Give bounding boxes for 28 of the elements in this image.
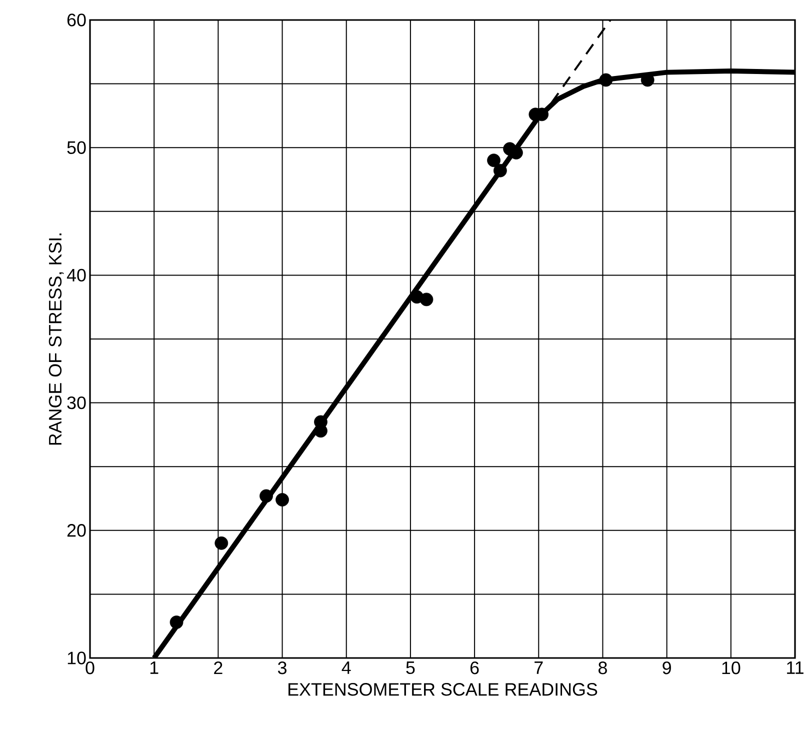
point [493,164,507,178]
y-tick-label: 20 [67,524,86,537]
x-tick-label: 11 [787,662,804,674]
x-tick-label: 0 [86,662,94,674]
x-axis-title: EXTENSOMETER SCALE READINGS [288,683,598,696]
point [599,73,613,87]
y-tick-label: 10 [68,652,86,664]
x-tick-label: 5 [406,662,415,674]
x-tick-label: 10 [722,662,740,674]
point [260,489,273,503]
x-tick-label: 1 [150,662,158,674]
y-tick-label: 60 [67,14,86,26]
x-tick-label: 6 [470,662,479,674]
x-tick-label: 2 [214,662,222,674]
point [487,154,500,168]
x-tick-label: 4 [342,662,351,674]
y-tick-label: 30 [67,396,86,410]
x-tick-label: 3 [278,662,286,674]
point [170,616,184,629]
y-tick-label: 50 [67,141,86,154]
x-tick-label: 8 [598,662,607,674]
y-tick-label: 40 [66,268,86,282]
y-axis-title: RANGE OF STRESS, KSI. [48,234,64,445]
point [214,536,228,550]
point [420,292,434,306]
x-tick-label: 7 [534,662,543,674]
x-tick-label: 9 [662,662,671,674]
point [276,493,289,506]
